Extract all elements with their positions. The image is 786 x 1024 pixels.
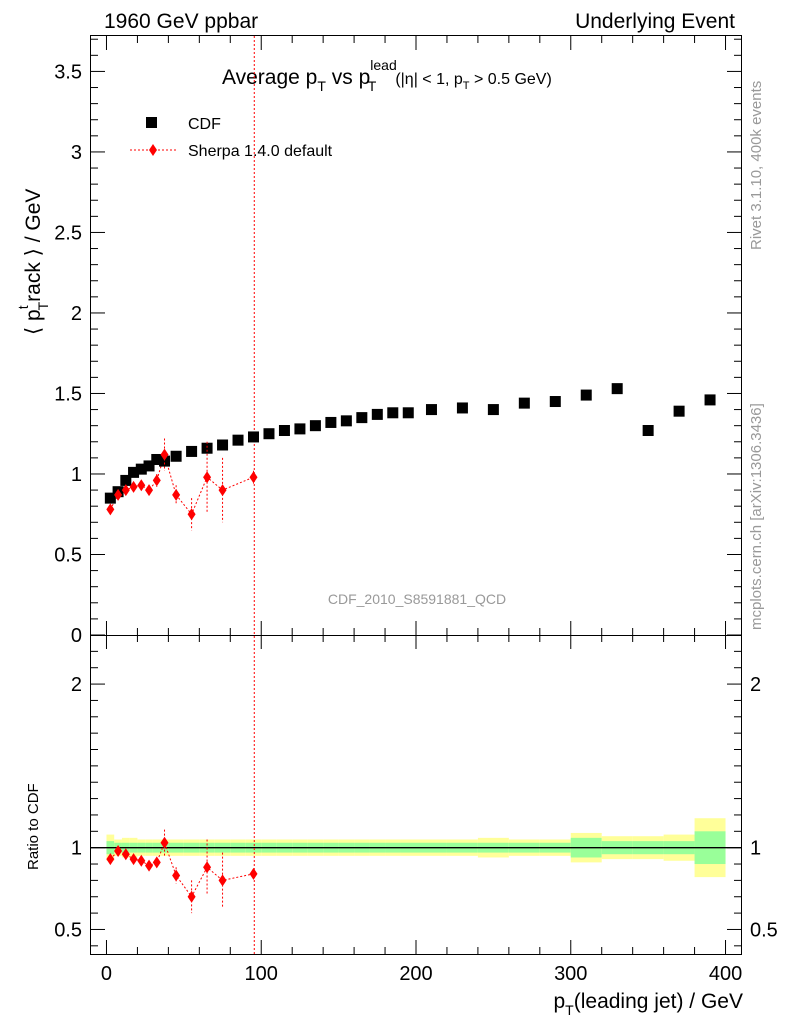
plot-title: Average pT vs plead T (|η| < 1, pT > 0.5 G… — [222, 57, 552, 94]
cdf-point — [356, 412, 368, 424]
ratio-frame — [90, 635, 742, 955]
y-tick-label: 2 — [71, 303, 82, 325]
sherpa-line — [109, 452, 254, 898]
cdf-point — [456, 402, 468, 414]
cdf-point — [263, 428, 275, 440]
sherpa-point — [152, 474, 161, 487]
cdf-point — [120, 474, 132, 486]
sherpa-point — [129, 480, 138, 493]
cdf-point — [159, 455, 171, 467]
sherpa-ratio-point — [187, 890, 196, 903]
ratio-tick-label-right: 0.5 — [750, 919, 778, 941]
sherpa-point — [218, 484, 227, 497]
sherpa-ratio-point — [114, 844, 123, 857]
sherpa-point — [249, 471, 258, 484]
ratio-axis-label: Ratio to CDF — [25, 783, 42, 870]
sherpa-point — [121, 484, 130, 497]
ratio-tick-label-right: 2 — [750, 674, 761, 696]
cdf-point — [248, 431, 259, 443]
cdf-point — [143, 460, 155, 472]
y-tick-label: 3 — [71, 142, 82, 164]
cdf-point — [151, 453, 163, 465]
sherpa-ratio-point — [218, 874, 227, 887]
y-tick-label: 1 — [71, 464, 82, 486]
sherpa-ratio-point — [203, 861, 212, 874]
analysis-id: CDF_2010_S8591881_QCD — [328, 591, 506, 607]
y-tick-label: 0.5 — [54, 544, 82, 566]
sherpa-point — [137, 479, 146, 492]
cdf-point — [201, 442, 213, 454]
mcplots-label: mcplots.cern.ch [arXiv:1306.3436] — [748, 403, 765, 630]
sherpa-ratio-point — [160, 836, 169, 849]
cdf-point — [340, 415, 352, 427]
cdf-point — [104, 492, 116, 504]
x-tick-label: 300 — [554, 963, 587, 985]
cdf-series — [104, 383, 716, 504]
y-tick-label: 2.5 — [54, 222, 82, 244]
sherpa-point — [114, 488, 123, 501]
cdf-point — [128, 466, 140, 478]
x-tick-label: 0 — [101, 963, 112, 985]
cdf-point — [217, 439, 229, 451]
ratio-tick-label: 1 — [71, 838, 82, 860]
cdf-point — [673, 405, 685, 417]
sherpa-series — [106, 438, 258, 531]
cdf-point — [611, 383, 623, 395]
y-tick-label: 0 — [71, 625, 82, 647]
header-right: Underlying Event — [575, 10, 735, 33]
cdf-point — [186, 445, 198, 457]
legend-sherpa-marker — [149, 144, 157, 156]
sherpa-ratio-point — [106, 853, 115, 866]
cdf-point — [170, 450, 182, 462]
y-axis-label: ⟨ pt Track ⟩ / GeV — [15, 189, 51, 335]
x-tick-label: 400 — [709, 963, 742, 985]
sherpa-ratio-point — [172, 869, 181, 882]
cdf-point — [580, 389, 592, 401]
cdf-point — [642, 425, 654, 437]
sherpa-ratio-point — [137, 854, 146, 867]
legend-cdf-label: CDF — [188, 116, 221, 133]
ratio-tick-label: 2 — [71, 674, 82, 696]
sherpa-point — [160, 448, 169, 461]
sherpa-point — [187, 508, 196, 521]
sherpa-point — [203, 471, 212, 484]
cdf-point — [487, 404, 499, 416]
x-tick-label: 200 — [399, 963, 432, 985]
sherpa-ratio-point — [249, 867, 258, 880]
cdf-point — [371, 408, 383, 420]
axis-ticks: 0 100 200 300 400 0 0.5 1 1.5 2 2.5 3 3.5 0.5 0.5 1 1 2 2 — [54, 36, 778, 985]
cdf-point — [278, 425, 290, 437]
cdf-point — [402, 407, 414, 419]
sherpa-ratio-point — [145, 859, 154, 872]
x-axis-label: pT(leading jet) / GeV — [553, 990, 743, 1018]
cdf-point — [325, 416, 337, 428]
cdf-point — [135, 463, 147, 475]
y-tick-label: 3.5 — [54, 61, 82, 83]
sherpa-point — [106, 503, 115, 516]
rivet-label: Rivet 3.1.10, 400k events — [748, 81, 765, 250]
ratio-tick-label: 0.5 — [54, 919, 82, 941]
header-left: 1960 GeV ppbar — [104, 10, 258, 33]
cdf-point — [232, 434, 244, 446]
cdf-point — [294, 423, 306, 435]
y-tick-label: 1.5 — [54, 383, 82, 405]
ratio-tick-label-right: 1 — [750, 838, 761, 860]
x-tick-label: 100 — [245, 963, 278, 985]
sherpa-ratio-series — [106, 829, 258, 914]
cdf-point — [704, 394, 716, 406]
legend-sherpa-label: Sherpa 1.4.0 default — [188, 143, 333, 160]
legend-cdf-marker — [146, 117, 157, 128]
sherpa-point — [145, 484, 154, 497]
sherpa-point — [172, 488, 181, 501]
cdf-point — [387, 407, 399, 419]
sherpa-ratio-point — [152, 856, 161, 869]
sherpa-ratio-point — [129, 853, 138, 866]
cdf-point — [518, 397, 530, 409]
cdf-point — [425, 404, 437, 416]
cdf-point — [549, 396, 561, 408]
sherpa-ratio-point — [121, 848, 130, 861]
cdf-point — [309, 420, 321, 432]
